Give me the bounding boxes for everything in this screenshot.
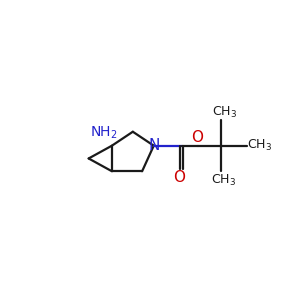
Text: NH$_2$: NH$_2$ [90, 125, 118, 141]
Text: O: O [191, 130, 203, 145]
Text: N: N [148, 138, 159, 153]
Text: O: O [173, 170, 185, 185]
Text: CH$_3$: CH$_3$ [211, 172, 236, 188]
Text: CH$_3$: CH$_3$ [212, 104, 237, 119]
Text: CH$_3$: CH$_3$ [247, 138, 272, 153]
